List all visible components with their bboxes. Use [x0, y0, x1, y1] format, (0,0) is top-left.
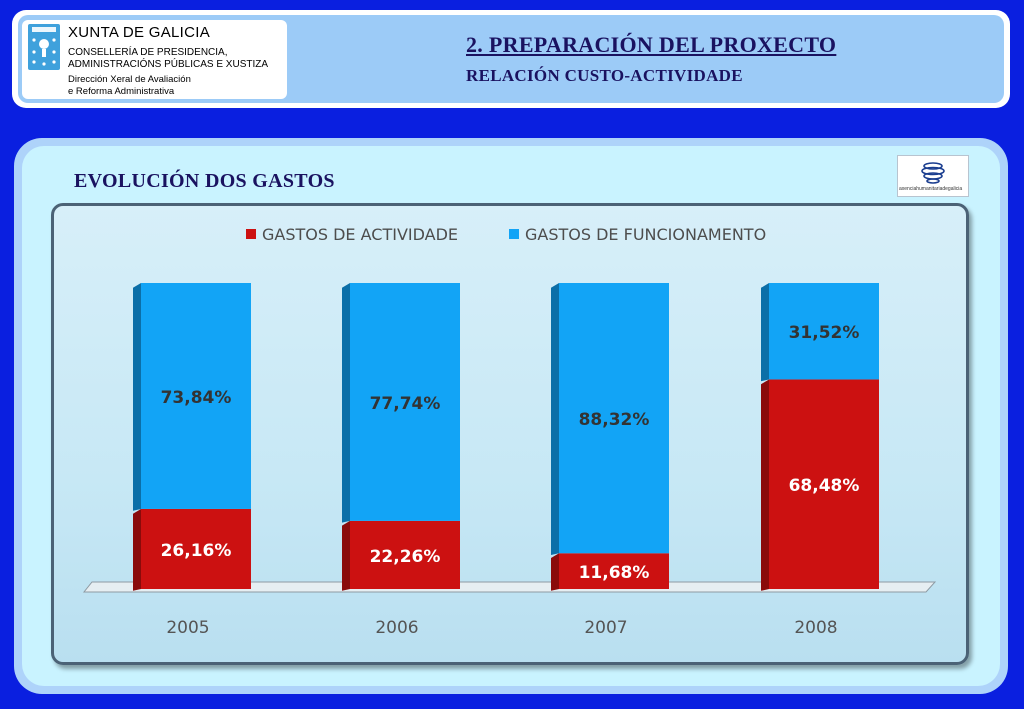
legend-label: GASTOS DE ACTIVIDADE: [262, 225, 458, 244]
bar-side: [761, 379, 769, 591]
page-title: 2. PREPARACIÓN DEL PROXECTO: [466, 32, 837, 57]
x-tick-label: 2007: [584, 618, 627, 638]
bar-segment: [350, 520, 460, 589]
data-label: 88,32%: [579, 410, 650, 430]
org-line: Dirección Xeral de Avaliación: [68, 74, 191, 85]
page-subtitle: RELACIÓN CUSTO-ACTIVIDADE: [466, 66, 743, 85]
bar-side: [551, 553, 559, 591]
agency-logo-text: axenciahumanitariadegalicia: [899, 186, 963, 192]
agency-logo: [897, 155, 969, 197]
section-title: EVOLUCIÓN DOS GASTOS: [74, 170, 335, 192]
bar-side: [133, 508, 141, 591]
bar-segment: [141, 508, 251, 589]
xunta-logo: [22, 20, 287, 99]
data-label: 68,48%: [789, 476, 860, 496]
data-label: 26,16%: [161, 541, 232, 561]
bar-side: [761, 283, 769, 382]
xunta-emblem-icon: [28, 24, 60, 70]
org-line: CONSELLERÍA DE PRESIDENCIA,: [68, 47, 228, 58]
legend-swatch: [246, 229, 256, 239]
bar-side: [342, 283, 350, 523]
data-label: 22,26%: [370, 547, 441, 567]
bar-segment: [769, 283, 879, 380]
bar-segment: [141, 283, 251, 509]
data-label: 11,68%: [579, 563, 650, 583]
x-tick-label: 2008: [794, 618, 837, 638]
bar-segment: [559, 553, 669, 589]
bar-side: [133, 283, 141, 511]
bar-segment: [559, 283, 669, 554]
data-label: 73,84%: [161, 388, 232, 408]
org-line: e Reforma Administrativa: [68, 86, 175, 97]
legend-label: GASTOS DE FUNCIONAMENTO: [525, 225, 766, 244]
org-name: XUNTA DE GALICIA: [68, 24, 211, 41]
bar-segment: [350, 283, 460, 521]
bar-side: [342, 520, 350, 591]
x-tick-label: 2005: [166, 618, 209, 638]
x-tick-label: 2006: [375, 618, 418, 638]
bar-segment: [769, 379, 879, 589]
legend-swatch: [509, 229, 519, 239]
org-line: ADMINISTRACIÓNS PÚBLICAS E XUSTIZA: [68, 59, 269, 70]
bar-side: [551, 283, 559, 556]
data-label: 77,74%: [370, 394, 441, 414]
data-label: 31,52%: [789, 323, 860, 343]
